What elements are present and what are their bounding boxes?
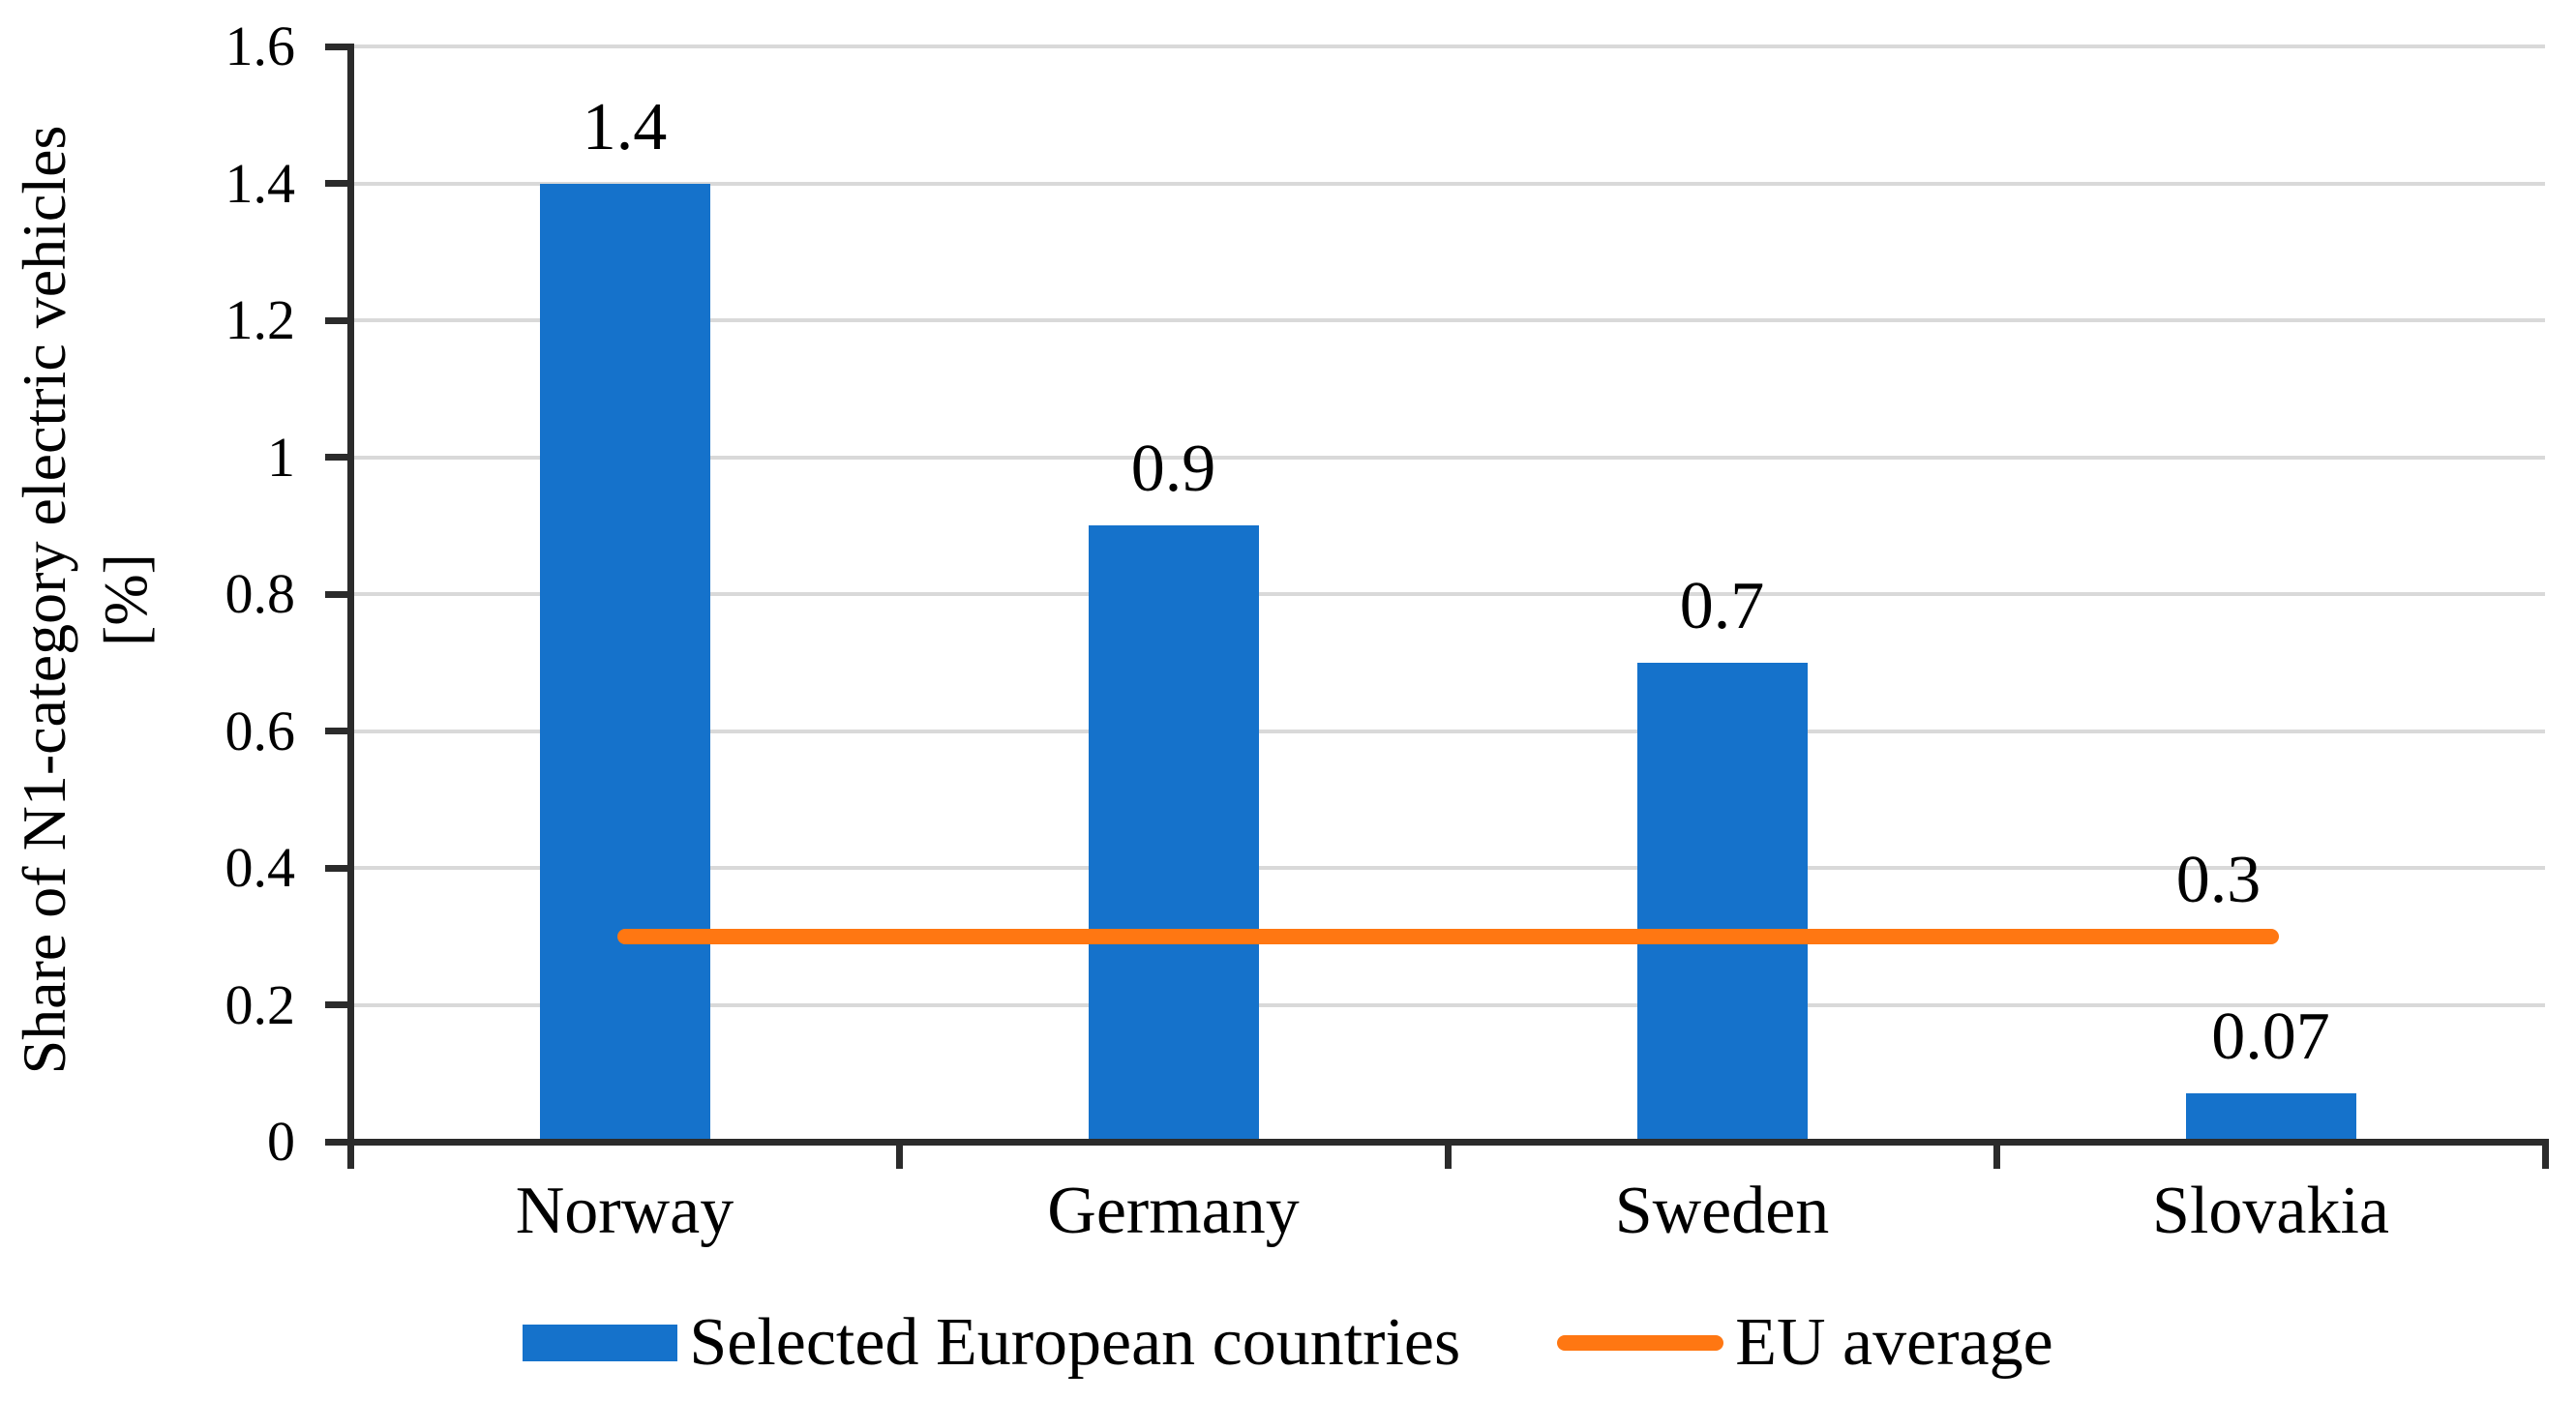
- gridline-1.2: [350, 318, 2545, 322]
- y-tick-0.6: [325, 728, 350, 734]
- gridline-0.8: [350, 592, 2545, 596]
- gridline-1.4: [350, 181, 2545, 186]
- y-axis-title-line1: Share of N1-category electric vehicles: [10, 125, 78, 1075]
- legend-item-line: EU average: [1557, 1304, 2053, 1382]
- y-tick-label-0.4: 0.4: [225, 836, 296, 899]
- y-tick-0.2: [325, 1001, 350, 1008]
- x-tick-2: [1444, 1145, 1452, 1169]
- gridline-1.6: [350, 45, 2545, 48]
- category-label-slovakia: Slovakia: [2152, 1174, 2389, 1248]
- gridline-0.2: [350, 1002, 2545, 1007]
- x-tick-3: [1992, 1145, 2000, 1169]
- value-label-norway: 1.4: [582, 89, 668, 164]
- eu-average-line: [616, 928, 2279, 944]
- legend-label: Selected European countries: [689, 1305, 1461, 1380]
- gridline-0.6: [350, 729, 2545, 733]
- value-label-germany: 0.9: [1130, 432, 1216, 507]
- y-tick-0.8: [325, 590, 350, 598]
- y-tick-label-0.2: 0.2: [225, 972, 296, 1036]
- y-tick-label-1.2: 1.2: [225, 288, 296, 351]
- bar-slovakia: [2185, 1093, 2356, 1142]
- legend-line-swatch: [1557, 1335, 1724, 1351]
- y-tick-label-1.4: 1.4: [225, 151, 296, 215]
- y-tick-label-1.6: 1.6: [225, 15, 296, 77]
- value-label-sweden: 0.7: [1679, 568, 1765, 643]
- bar-norway: [539, 183, 710, 1142]
- y-axis-line: [346, 43, 354, 1148]
- legend-item-bar: Selected European countries: [523, 1304, 1460, 1382]
- y-tick-label-0: 0: [267, 1110, 295, 1173]
- eu-average-label: 0.3: [2175, 842, 2261, 917]
- y-tick-label-0.6: 0.6: [225, 699, 296, 762]
- y-tick-0: [325, 1138, 350, 1146]
- bar-germany: [1088, 525, 1259, 1142]
- legend-label: EU average: [1735, 1305, 2053, 1380]
- legend-bar-swatch: [523, 1325, 678, 1361]
- gridline-1: [350, 455, 2545, 460]
- category-label-norway: Norway: [515, 1174, 734, 1248]
- value-label-slovakia: 0.07: [2211, 999, 2330, 1075]
- y-tick-1.4: [325, 180, 350, 187]
- x-tick-0: [346, 1145, 354, 1169]
- x-tick-1: [895, 1145, 903, 1169]
- y-tick-label-0.8: 0.8: [225, 562, 296, 625]
- y-tick-label-1: 1: [267, 425, 295, 489]
- y-tick-1.2: [325, 316, 350, 324]
- y-tick-1: [325, 454, 350, 461]
- y-tick-0.4: [325, 864, 350, 872]
- category-label-sweden: Sweden: [1614, 1174, 1830, 1248]
- y-tick-1.6: [325, 43, 350, 50]
- gridline-0.4: [350, 866, 2545, 870]
- bar-sweden: [1636, 662, 1808, 1142]
- category-label-germany: Germany: [1047, 1174, 1300, 1248]
- x-tick-4: [2541, 1145, 2549, 1169]
- x-axis-line: [346, 1138, 2549, 1146]
- legend: Selected European countries EU average: [0, 1295, 2576, 1391]
